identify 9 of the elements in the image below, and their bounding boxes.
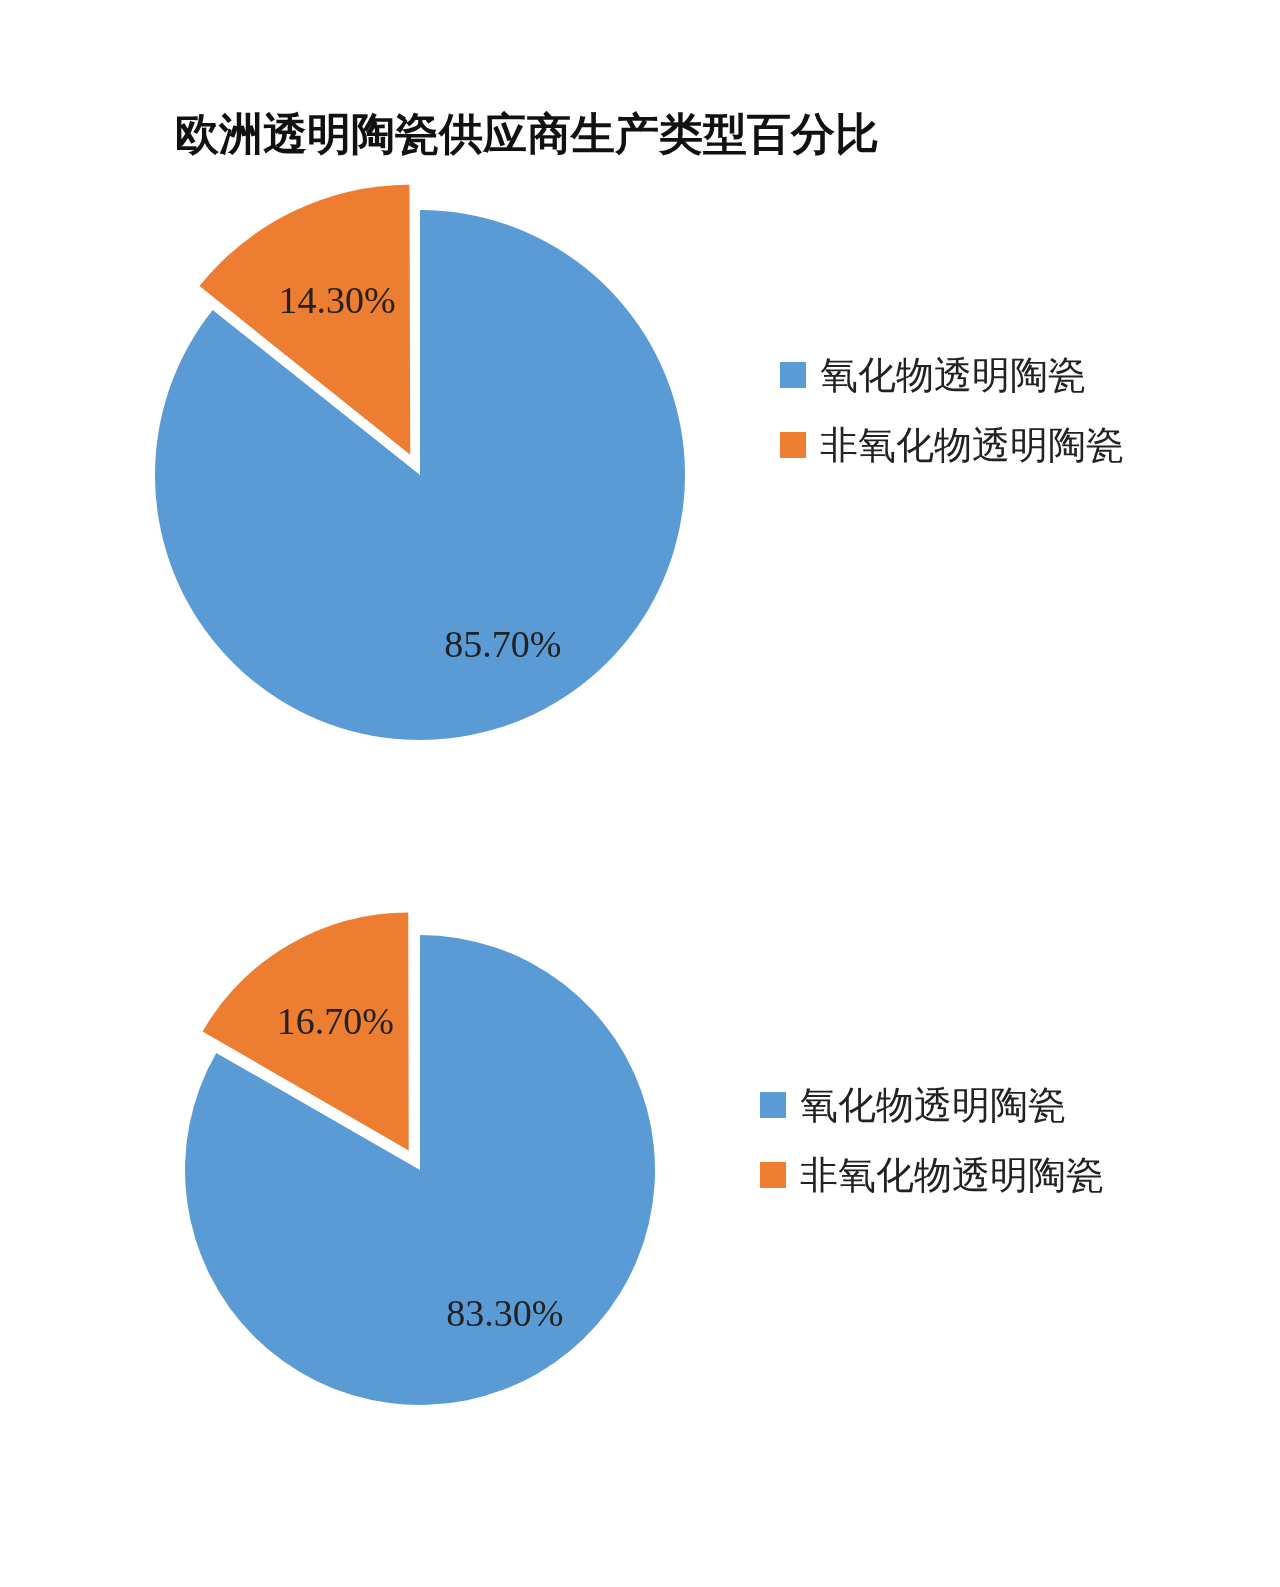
chart-title: 欧洲透明陶瓷供应商生产类型百分比 xyxy=(175,107,879,161)
data-label: 14.30% xyxy=(278,279,396,322)
legend-label: 非氧化物透明陶瓷 xyxy=(820,422,1124,469)
legend-label: 氧化物透明陶瓷 xyxy=(820,352,1086,399)
legend-label: 氧化物透明陶瓷 xyxy=(800,1082,1066,1129)
data-label: 85.70% xyxy=(444,622,562,665)
data-label: 83.30% xyxy=(446,1292,564,1335)
data-label: 16.70% xyxy=(276,999,394,1042)
legend-label: 非氧化物透明陶瓷 xyxy=(800,1152,1104,1199)
